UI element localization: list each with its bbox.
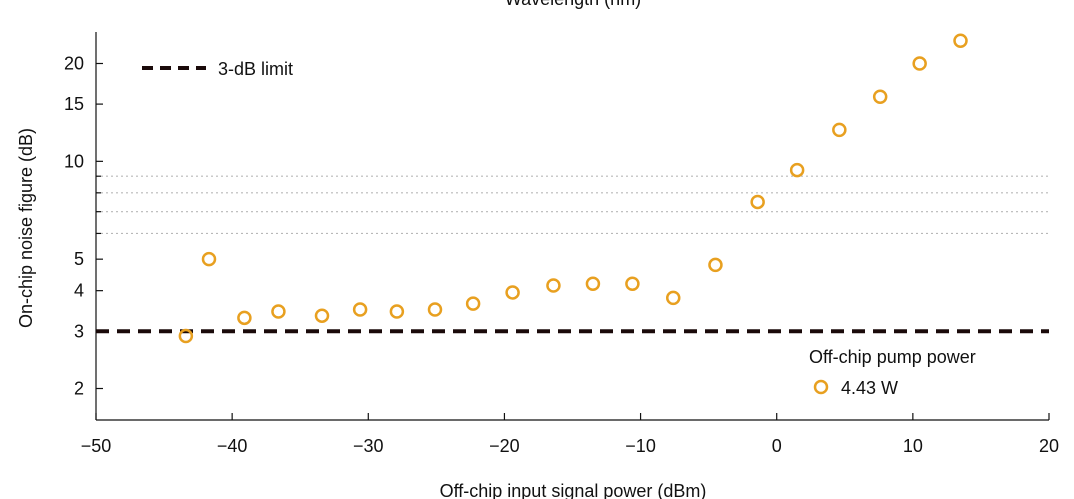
x-tick-label: 0 — [772, 436, 782, 456]
legend-marker-swatch — [813, 379, 829, 395]
y-tick-label: 20 — [64, 53, 84, 73]
data-points — [178, 33, 968, 344]
data-point — [750, 194, 765, 210]
legend-series-label: 4.43 W — [841, 378, 898, 398]
data-point — [237, 310, 252, 326]
x-tick-label: −40 — [217, 436, 248, 456]
y-axis-label: On-chip noise figure (dB) — [16, 128, 36, 328]
dotted-gridlines — [96, 175, 1049, 235]
x-axis-ticks: −50 −40 −30 −20 −10 0 10 20 — [81, 413, 1059, 456]
y-tick-label: 10 — [64, 151, 84, 171]
data-point — [953, 33, 968, 48]
data-point — [271, 304, 286, 319]
data-point — [178, 328, 194, 344]
legend: 3-dB limit Off-chip pump power 4.43 W — [142, 59, 976, 398]
data-point — [585, 276, 601, 292]
data-point — [708, 257, 723, 273]
y-tick-label: 15 — [64, 94, 84, 114]
data-point — [912, 56, 927, 71]
data-point — [832, 122, 847, 138]
y-tick-label: 3 — [74, 321, 84, 341]
x-tick-label: −50 — [81, 436, 112, 456]
data-point — [665, 290, 681, 306]
y-tick-label: 2 — [74, 379, 84, 399]
x-tick-label: −10 — [625, 436, 656, 456]
legend-title: Off-chip pump power — [809, 347, 976, 367]
top-axis-label: Wavelength (nm) — [505, 0, 641, 9]
x-axis-label: Off-chip input signal power (dBm) — [440, 481, 707, 499]
x-tick-label: 20 — [1039, 436, 1059, 456]
data-point — [427, 302, 443, 317]
x-tick-label: −20 — [489, 436, 520, 456]
legend-reference-label: 3-dB limit — [218, 59, 293, 79]
y-tick-label: 4 — [74, 281, 84, 301]
data-point — [872, 89, 888, 105]
data-point — [505, 285, 520, 300]
data-point — [465, 296, 481, 311]
x-tick-label: −30 — [353, 436, 384, 456]
data-point — [789, 162, 805, 178]
data-point — [352, 302, 368, 317]
data-point — [314, 308, 330, 323]
y-tick-label: 5 — [74, 249, 84, 269]
y-axis-ticks: 2 3 4 5 10 15 20 — [64, 53, 103, 399]
x-tick-label: 10 — [903, 436, 923, 456]
data-point — [389, 304, 405, 319]
axes — [95, 32, 1049, 421]
data-point — [546, 278, 561, 293]
data-point — [625, 276, 640, 292]
data-point — [201, 251, 217, 267]
